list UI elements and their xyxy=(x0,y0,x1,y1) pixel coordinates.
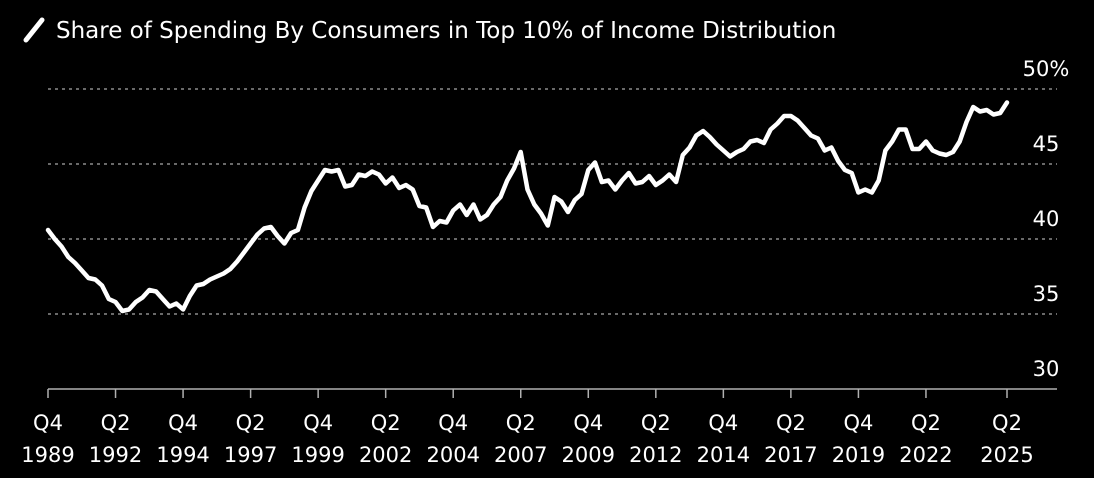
x-tick-quarter-8: Q4 xyxy=(573,411,603,435)
x-tick-quarter-9: Q2 xyxy=(641,411,671,435)
x-tick-quarter-1: Q2 xyxy=(101,411,131,435)
x-tick-quarter-4: Q4 xyxy=(303,411,333,435)
y-tick-label-30: 30 xyxy=(1033,357,1060,381)
x-tick-quarter-3: Q2 xyxy=(236,411,266,435)
x-tick-year-4: 1999 xyxy=(291,443,344,467)
y-tick-label-45: 45 xyxy=(1033,132,1060,156)
x-tick-year-7: 2007 xyxy=(494,443,547,467)
x-tick-year-12: 2019 xyxy=(832,443,885,467)
y-axis-ticks: 50% 45 40 35 30 xyxy=(1023,57,1070,381)
x-tick-year-10: 2014 xyxy=(697,443,750,467)
chart-title-group: Share of Spending By Consumers in Top 10… xyxy=(23,17,836,44)
series-line xyxy=(45,100,1010,314)
x-tick-quarter-2: Q4 xyxy=(168,411,198,435)
x-tick-year-13: 2022 xyxy=(899,443,952,467)
x-tick-quarter-11: Q2 xyxy=(776,411,806,435)
x-tick-year-2: 1994 xyxy=(156,443,209,467)
x-tick-year-11: 2017 xyxy=(764,443,817,467)
x-tick-year-0: 1989 xyxy=(21,443,74,467)
x-tick-quarter-5: Q2 xyxy=(371,411,401,435)
x-tick-quarter-6: Q4 xyxy=(438,411,468,435)
x-axis-ticks: Q4 1989 Q2 1992 Q4 1994 Q2 1997 Q4 1999 Q2 2002 Q4 20… xyxy=(21,389,1034,467)
y-tick-label-50: 50% xyxy=(1023,57,1070,81)
x-tick-quarter-12: Q4 xyxy=(843,411,873,435)
x-tick-year-14: 2025 xyxy=(980,443,1033,467)
y-tick-label-35: 35 xyxy=(1033,282,1060,306)
x-tick-quarter-13: Q2 xyxy=(911,411,941,435)
y-tick-label-40: 40 xyxy=(1033,207,1060,231)
x-tick-quarter-0: Q4 xyxy=(33,411,63,435)
line-icon xyxy=(23,17,45,43)
x-tick-year-8: 2009 xyxy=(562,443,615,467)
chart-title: Share of Spending By Consumers in Top 10… xyxy=(56,18,836,44)
x-tick-quarter-7: Q2 xyxy=(506,411,536,435)
x-tick-year-3: 1997 xyxy=(224,443,277,467)
x-tick-quarter-10: Q4 xyxy=(708,411,738,435)
x-tick-year-1: 1992 xyxy=(89,443,142,467)
x-tick-year-9: 2012 xyxy=(629,443,682,467)
x-tick-year-5: 2002 xyxy=(359,443,412,467)
gridlines xyxy=(48,88,1057,315)
x-tick-year-6: 2004 xyxy=(426,443,479,467)
x-tick-quarter-14: Q2 xyxy=(992,411,1022,435)
